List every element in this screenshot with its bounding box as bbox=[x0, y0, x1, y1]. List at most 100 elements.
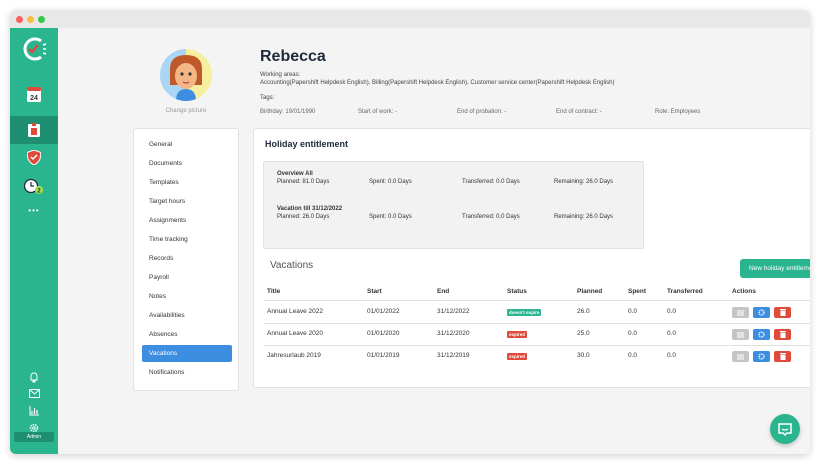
chat-button[interactable] bbox=[770, 414, 800, 444]
messages-button[interactable] bbox=[10, 389, 58, 398]
titlebar bbox=[10, 10, 810, 28]
nav-item-notifications[interactable]: Notifications bbox=[149, 369, 185, 376]
nav-item-availabilities[interactable]: Availabilities bbox=[149, 312, 185, 319]
end-of-probation: End of probation: - bbox=[457, 109, 507, 115]
overview-label: Overview All bbox=[277, 171, 313, 177]
admin-label[interactable]: Admin bbox=[14, 432, 54, 442]
entitlement-overview: Overview All Planned: 81.0 Days Spent: 0… bbox=[263, 161, 644, 249]
row-divider bbox=[264, 323, 810, 324]
sidebar-item-calendar[interactable]: 24 bbox=[10, 80, 58, 108]
row-3-title: Jahresurlaub 2019 bbox=[267, 352, 321, 359]
avatar[interactable] bbox=[160, 49, 212, 101]
main-content: Change picture Rebecca Working areas: Ac… bbox=[58, 28, 810, 454]
row-2-start: 01/01/2020 bbox=[367, 330, 400, 337]
start-of-work: Start of work: - bbox=[358, 109, 398, 115]
row-1-settings-button[interactable] bbox=[753, 307, 770, 318]
nav-item-notes[interactable]: Notes bbox=[149, 293, 166, 300]
bell-icon bbox=[30, 372, 38, 383]
row-2-list-button[interactable] bbox=[732, 329, 749, 340]
col-header-spent[interactable]: Spent bbox=[628, 288, 647, 295]
settings-button[interactable] bbox=[10, 423, 58, 433]
bar-chart-icon bbox=[29, 406, 39, 416]
nav-item-documents[interactable]: Documents bbox=[149, 160, 182, 167]
col-header-title[interactable]: Title bbox=[267, 288, 281, 295]
nav-item-templates[interactable]: Templates bbox=[149, 179, 179, 186]
sidebar-item-absences[interactable] bbox=[10, 143, 58, 171]
row-1-transferred: 0.0 bbox=[667, 308, 677, 315]
reports-button[interactable] bbox=[10, 406, 58, 416]
more-menu-button[interactable]: ••• bbox=[10, 196, 58, 224]
gear-icon bbox=[758, 309, 765, 316]
row-2-spent: 0.0 bbox=[628, 330, 638, 337]
envelope-icon bbox=[28, 389, 40, 398]
vacation-remaining: Remaining: 26.0 Days bbox=[554, 214, 614, 220]
col-header-status[interactable]: Status bbox=[507, 288, 527, 295]
nav-item-vacations[interactable]: Vacations bbox=[142, 345, 232, 362]
app-window: 24 2 bbox=[10, 10, 810, 454]
row-1-spent: 0.0 bbox=[628, 308, 638, 315]
row-2-delete-button[interactable] bbox=[774, 329, 791, 340]
working-areas-value: Accounting(Papershift Helpdesk English),… bbox=[260, 80, 615, 86]
list-icon bbox=[737, 354, 744, 359]
vacation-panel: Holiday entitlement Overview All Planned… bbox=[253, 128, 810, 388]
role: Role: Employees bbox=[655, 109, 701, 115]
gear-icon bbox=[758, 353, 765, 360]
change-picture-link[interactable]: Change picture bbox=[165, 108, 207, 114]
sidebar-item-employees[interactable] bbox=[10, 116, 58, 144]
nav-item-records[interactable]: Records bbox=[149, 255, 174, 262]
working-areas-label: Working areas: bbox=[260, 72, 301, 78]
employee-badge-icon bbox=[28, 123, 40, 137]
col-header-planned[interactable]: Planned bbox=[577, 288, 603, 295]
trash-icon bbox=[779, 331, 786, 338]
sidebar-item-time-tracking[interactable]: 2 bbox=[10, 173, 58, 201]
nav-item-payroll[interactable]: Payroll bbox=[149, 274, 169, 281]
row-2-settings-button[interactable] bbox=[753, 329, 770, 340]
row-3-start: 01/01/2019 bbox=[367, 352, 400, 359]
row-1-planned: 26.0 bbox=[577, 308, 590, 315]
notification-bell-button[interactable] bbox=[10, 372, 58, 383]
row-1-start: 01/01/2022 bbox=[367, 308, 400, 315]
nav-item-target-hours[interactable]: Target hours bbox=[149, 198, 186, 205]
profile-nav: General Documents Templates Target hours… bbox=[133, 128, 239, 391]
vacation-period-label: Vacation till 31/12/2022 bbox=[277, 206, 343, 212]
row-1-list-button[interactable] bbox=[732, 307, 749, 318]
row-3-list-button[interactable] bbox=[732, 351, 749, 362]
tags-label: Tags: bbox=[260, 95, 275, 101]
nav-item-time-tracking[interactable]: Time tracking bbox=[149, 236, 188, 243]
minimize-window-button[interactable] bbox=[27, 15, 34, 23]
col-header-actions: Actions bbox=[732, 288, 756, 295]
row-3-settings-button[interactable] bbox=[753, 351, 770, 362]
vacation-planned: Planned: 26.0 Days bbox=[277, 214, 330, 220]
overview-remaining: Remaining: 26.0 Days bbox=[554, 179, 614, 185]
row-3-delete-button[interactable] bbox=[774, 351, 791, 362]
overview-spent: Spent: 0.0 Days bbox=[369, 179, 412, 185]
clock-icon: 2 bbox=[24, 178, 43, 195]
logo-icon[interactable] bbox=[21, 36, 47, 62]
row-3-transferred: 0.0 bbox=[667, 352, 677, 359]
sidebar: 24 2 bbox=[10, 28, 58, 454]
header-divider bbox=[264, 300, 810, 301]
row-1-delete-button[interactable] bbox=[774, 307, 791, 318]
nav-item-assignments[interactable]: Assignments bbox=[149, 217, 187, 224]
shield-icon bbox=[27, 149, 41, 165]
col-header-start[interactable]: Start bbox=[367, 288, 382, 295]
list-icon bbox=[737, 332, 744, 337]
new-holiday-entitlement-button[interactable]: New holiday entitlement bbox=[740, 259, 810, 278]
vacation-transferred: Transferred: 0.0 Days bbox=[462, 214, 520, 220]
overview-transferred: Transferred: 0.0 Days bbox=[462, 179, 520, 185]
calendar-day-text: 24 bbox=[30, 95, 38, 102]
nav-item-general[interactable]: General bbox=[149, 141, 173, 148]
avatar-illustration bbox=[160, 49, 212, 101]
end-of-contract: End of contract: - bbox=[556, 109, 602, 115]
row-2-status-badge: expired bbox=[507, 331, 528, 338]
vacation-spent: Spent: 0.0 Days bbox=[369, 214, 412, 220]
close-window-button[interactable] bbox=[16, 15, 23, 23]
col-header-transferred[interactable]: Transferred bbox=[667, 288, 703, 295]
row-3-spent: 0.0 bbox=[628, 352, 638, 359]
gear-icon bbox=[758, 331, 765, 338]
gear-icon bbox=[29, 423, 39, 433]
maximize-window-button[interactable] bbox=[38, 15, 45, 23]
row-3-planned: 30.0 bbox=[577, 352, 590, 359]
col-header-end[interactable]: End bbox=[437, 288, 450, 295]
nav-item-absences[interactable]: Absences bbox=[149, 331, 178, 338]
